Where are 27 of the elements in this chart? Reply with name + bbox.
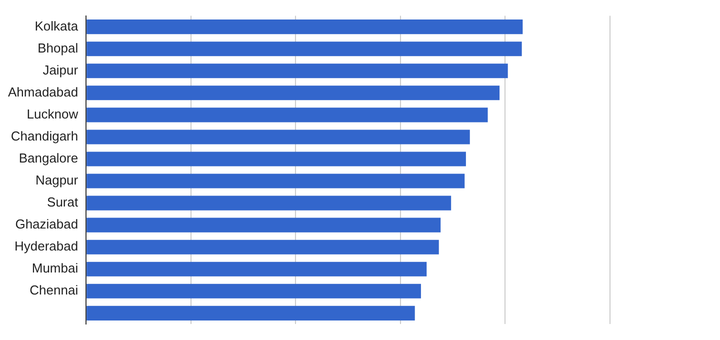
y-tick-label: Chandigarh — [10, 128, 78, 144]
y-tick-label: Jaipur — [42, 62, 79, 78]
bar — [86, 284, 421, 298]
y-tick-label: Kolkata — [34, 18, 79, 34]
bar — [86, 108, 488, 122]
bar — [86, 152, 466, 166]
bar — [86, 86, 500, 100]
bar — [86, 262, 427, 276]
y-tick-label: Hyderabad — [14, 238, 78, 254]
y-tick-label: Chennai — [30, 282, 78, 298]
y-tick-label: Lucknow — [26, 106, 79, 122]
bar — [86, 240, 439, 254]
y-tick-label: Mumbai — [32, 260, 78, 276]
bar — [86, 196, 452, 210]
bar — [86, 306, 415, 320]
y-tick-label: Bhopal — [38, 40, 78, 56]
bar — [86, 218, 441, 232]
y-tick-label: Surat — [47, 194, 78, 210]
bar — [86, 64, 508, 78]
bar — [86, 42, 522, 56]
bar — [86, 174, 465, 188]
y-tick-label: Ahmadabad — [8, 84, 78, 100]
y-tick-label: Bangalore — [18, 150, 78, 166]
y-tick-label: Nagpur — [35, 172, 79, 188]
bar — [86, 130, 470, 144]
bar — [86, 20, 523, 34]
y-tick-label: Ghaziabad — [15, 216, 78, 232]
